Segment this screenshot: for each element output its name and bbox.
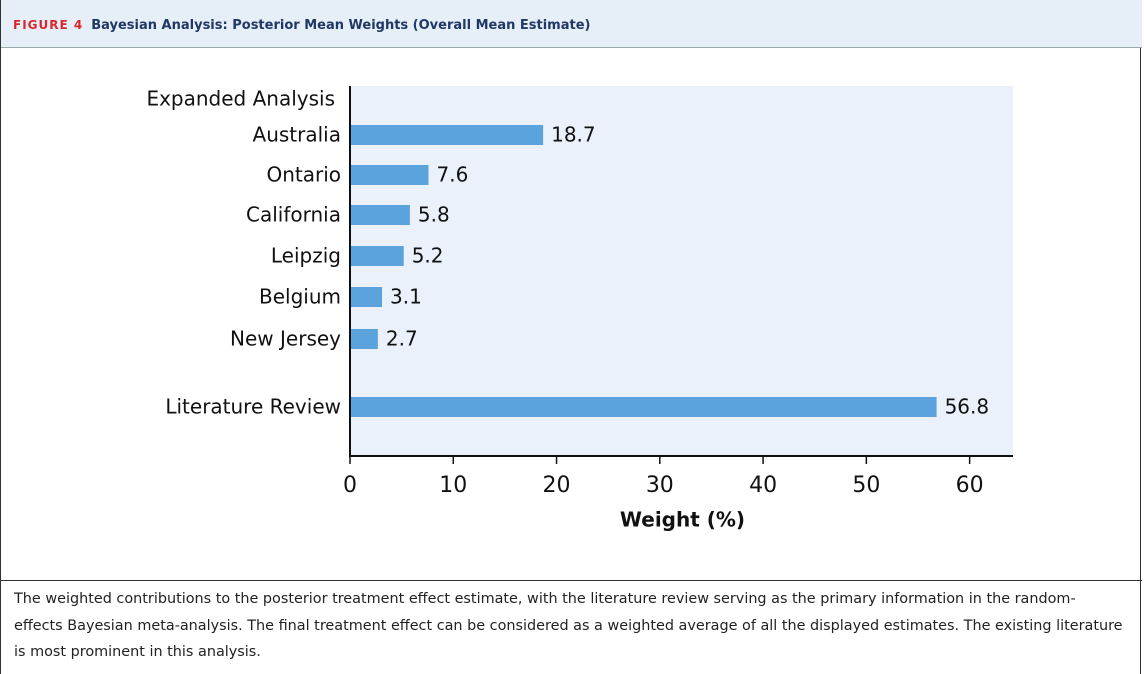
y-tick-label: Leipzig: [271, 244, 341, 268]
value-label: 3.1: [390, 285, 422, 309]
figure-header: FIGURE 4 Bayesian Analysis: Posterior Mea…: [1, 0, 1142, 48]
value-label: 5.2: [412, 244, 444, 268]
bar: [350, 205, 410, 225]
bar: [350, 246, 404, 266]
separator: [1, 580, 1142, 581]
x-tick-label: 10: [439, 473, 467, 498]
figure-label: FIGURE 4: [13, 18, 84, 32]
y-tick-label: New Jersey: [230, 327, 341, 351]
y-tick-label: Ontario: [266, 163, 341, 187]
y-tick-label: Belgium: [259, 285, 341, 309]
value-label: 5.8: [418, 203, 450, 227]
x-tick-label: 50: [852, 473, 880, 498]
y-tick-label: California: [246, 203, 341, 227]
bar: [350, 165, 429, 185]
x-tick-label: 30: [646, 473, 674, 498]
bar: [350, 125, 544, 145]
value-label: 18.7: [551, 123, 596, 147]
x-axis-label: Weight (%): [620, 508, 745, 532]
y-tick-label: Literature Review: [165, 395, 341, 419]
bar: [350, 287, 383, 307]
x-tick-label: 40: [749, 473, 777, 498]
plot-background: [350, 86, 1013, 456]
value-label: 2.7: [386, 327, 418, 351]
chart: Expanded Analysis Australia 18.7 Ontario 7.6…: [146, 86, 1013, 532]
value-label: 7.6: [436, 163, 468, 187]
group-label: Expanded Analysis: [146, 87, 335, 111]
figure-title: Bayesian Analysis: Posterior Mean Weight…: [91, 18, 591, 33]
y-tick-label: Australia: [253, 123, 341, 147]
caption: The weighted contributions to the poster…: [14, 591, 1123, 660]
x-tick-label: 20: [543, 473, 571, 498]
x-tick-label: 0: [343, 473, 357, 498]
bar: [350, 329, 378, 349]
value-label: 56.8: [945, 395, 990, 419]
bar: [350, 397, 937, 417]
x-tick-label: 60: [956, 473, 984, 498]
